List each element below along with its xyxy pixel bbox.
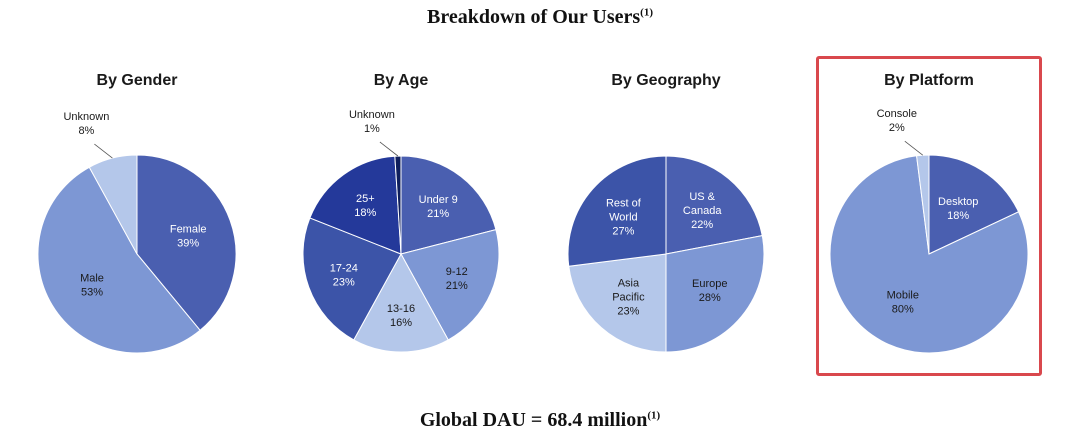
pie-title-age: By Age: [373, 72, 429, 89]
pie-slice-male: [37, 166, 201, 354]
slice-label-asia-pacific: Asia Pacific 23%: [612, 278, 645, 318]
pie-chart-geography: US & Canada 22% Europe 28% Asia Pacific 23% Rest…: [567, 155, 765, 353]
pie-slice-9-12: [400, 229, 500, 341]
chart-title-footnote: (1): [640, 6, 653, 19]
slice-label-under-9: Under 9 21%: [419, 194, 458, 220]
pie-slice-25: [309, 155, 402, 255]
slice-label-mobile: Mobile 80%: [887, 290, 919, 316]
pie-slice-asia-pacific: [568, 253, 667, 353]
pie-slice-unknown: [394, 155, 402, 255]
slice-label-unknown: Unknown 8%: [63, 111, 109, 137]
leader-line-console: [904, 140, 924, 156]
slice-label-europe: Europe 28%: [692, 278, 727, 304]
slice-label-desktop: Desktop 18%: [938, 196, 978, 222]
pie-slice-female: [136, 154, 237, 331]
slice-label-us-canada: US & Canada 22%: [683, 191, 722, 231]
slice-label-25: 25+ 18%: [354, 193, 376, 219]
slice-label-9-12: 9-12 21%: [446, 266, 468, 292]
pie-title-geography: By Geography: [611, 72, 721, 89]
slice-label-console: Console 2%: [877, 108, 917, 134]
pie-title-platform: By Platform: [884, 72, 974, 89]
leader-line-unknown: [379, 141, 399, 157]
pie-panel-platform: By Platform Desktop 18% Mobile 80% Console 2%: [804, 60, 1054, 380]
slice-label-male: Male 53%: [80, 273, 104, 299]
slice-label-female: Female 39%: [170, 224, 207, 250]
slice-label-17-24: 17-24 23%: [330, 263, 358, 289]
slice-label-rest-of-world: Rest of World 27%: [606, 197, 642, 237]
slice-label-13-16: 13-16 16%: [387, 303, 415, 329]
pie-title-gender: By Gender: [96, 72, 178, 89]
global-dau-footnote: (1): [647, 409, 661, 422]
chart-title-text: Breakdown of Our Users: [427, 6, 641, 28]
pie-slice-unknown: [88, 154, 138, 255]
pie-slice-desktop: [928, 154, 1020, 255]
pie-chart-gender: Female 39% Male 53% Unknown 8%: [37, 111, 237, 354]
platform-highlight-frame: [816, 56, 1042, 376]
chart-title: Breakdown of Our Users(1): [0, 6, 1080, 29]
leader-line-unknown: [94, 143, 113, 159]
slice-label-unknown: Unknown 1%: [349, 109, 395, 135]
pie-slice-us-canada: [665, 155, 763, 255]
pie-panel-gender: By Gender Female 39% Male 53% Unknown 8%: [12, 60, 262, 380]
pie-slice-europe: [665, 235, 765, 353]
pie-panel-age: By Age Under 9 21% 9-12 21% 13-16 16% 17-24 23%…: [276, 60, 526, 380]
pie-slice-13-16: [353, 252, 449, 353]
global-dau: Global DAU = 68.4 million(1): [0, 409, 1080, 432]
pie-panel-geography: By Geography US & Canada 22% Europe 28% Asia P…: [541, 60, 791, 380]
pie-slice-mobile: [829, 155, 1029, 354]
pie-chart-platform: Desktop 18% Mobile 80% Console 2%: [829, 108, 1029, 354]
pie-slice-rest-of-world: [567, 155, 667, 267]
pie-chart-age: Under 9 21% 9-12 21% 13-16 16% 17-24 23% 25+ 18% U…: [302, 109, 500, 353]
global-dau-text: Global DAU = 68.4 million: [419, 409, 648, 431]
pie-slice-17-24: [302, 217, 402, 341]
pie-slice-under-9: [400, 155, 497, 255]
